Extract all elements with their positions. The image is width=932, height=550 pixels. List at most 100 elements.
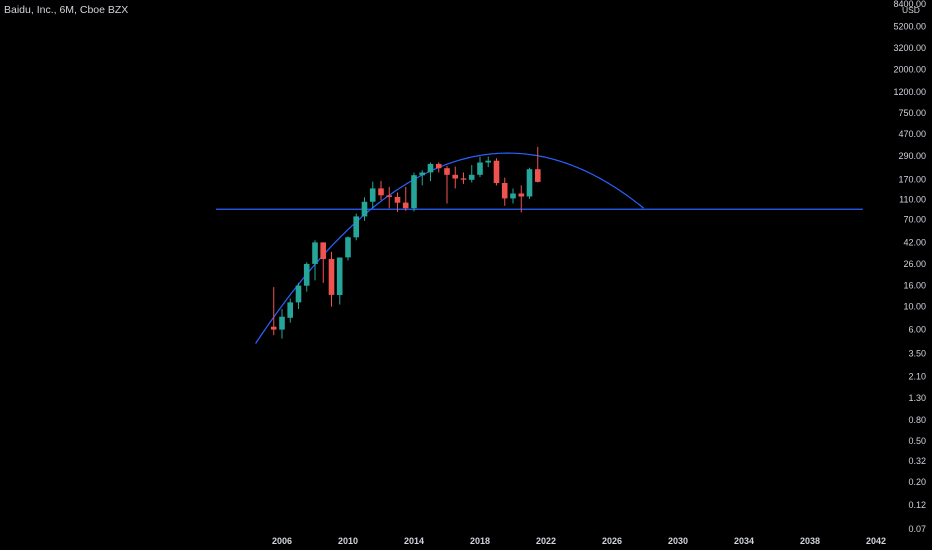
candle-body bbox=[427, 163, 434, 173]
candle-body bbox=[535, 169, 541, 182]
candle bbox=[510, 188, 516, 204]
price-tick-label: 170.00 bbox=[898, 175, 926, 185]
candle bbox=[353, 213, 359, 241]
candle bbox=[378, 180, 384, 201]
price-axis[interactable]: 8400.00 5200.00 3200.00 2000.00 1200.00 750.0… bbox=[893, 0, 926, 534]
candle bbox=[402, 186, 409, 211]
time-tick-label: 2006 bbox=[272, 536, 292, 546]
price-tick-label: 0.20 bbox=[908, 477, 926, 487]
candle-body bbox=[369, 188, 376, 202]
candle bbox=[427, 162, 434, 182]
price-tick-label: 70.00 bbox=[903, 215, 926, 225]
candle-body bbox=[477, 162, 483, 175]
time-tick-label: 2018 bbox=[470, 536, 490, 546]
price-tick-label: 750.00 bbox=[898, 108, 926, 118]
candle-body bbox=[493, 160, 500, 183]
candle bbox=[270, 287, 277, 336]
price-tick-label: 0.07 bbox=[908, 524, 926, 534]
price-tick-label: 2.10 bbox=[908, 372, 926, 382]
candle bbox=[526, 167, 533, 199]
candle-body bbox=[386, 195, 392, 197]
candle-body bbox=[518, 193, 525, 197]
candle-body bbox=[336, 257, 343, 295]
candle-body bbox=[510, 193, 516, 199]
candle bbox=[345, 236, 351, 261]
candle-body bbox=[468, 174, 475, 180]
candle-body bbox=[353, 216, 359, 238]
candle-body bbox=[279, 316, 285, 330]
time-tick-label: 2038 bbox=[800, 536, 820, 546]
candle-body bbox=[328, 259, 335, 295]
candle-body bbox=[485, 160, 491, 163]
time-tick-label: 2022 bbox=[536, 536, 556, 546]
price-tick-label: 0.50 bbox=[908, 436, 926, 446]
price-tick-label: 0.12 bbox=[908, 500, 926, 510]
candle bbox=[279, 308, 285, 339]
candle bbox=[535, 146, 541, 183]
price-tick-label: 16.00 bbox=[903, 281, 926, 291]
price-tick-label: 110.00 bbox=[899, 194, 926, 204]
price-tick-label: 8400.00 bbox=[893, 0, 926, 9]
candle-body bbox=[444, 168, 450, 175]
candle-body bbox=[411, 175, 417, 209]
candle-body bbox=[526, 169, 533, 197]
drawings-layer bbox=[216, 152, 863, 344]
candle bbox=[328, 251, 335, 307]
price-tick-label: 290.00 bbox=[898, 151, 926, 161]
candle-body bbox=[320, 242, 326, 259]
candle bbox=[411, 172, 417, 212]
candle-body bbox=[295, 285, 302, 303]
price-tick-label: 0.32 bbox=[908, 456, 926, 466]
price-tick-label: 5200.00 bbox=[893, 22, 926, 32]
candle-body bbox=[501, 183, 508, 199]
candle bbox=[485, 156, 491, 168]
candle bbox=[386, 186, 392, 209]
price-tick-label: 1200.00 bbox=[893, 87, 926, 97]
candle-body bbox=[312, 242, 318, 264]
candle bbox=[518, 185, 525, 213]
candle bbox=[501, 177, 508, 206]
candle-body bbox=[452, 174, 458, 179]
candle bbox=[460, 172, 467, 184]
time-tick-label: 2026 bbox=[602, 536, 622, 546]
candle bbox=[468, 165, 475, 183]
candle-body bbox=[303, 263, 310, 286]
time-tick-label: 2010 bbox=[338, 536, 358, 546]
candle bbox=[336, 257, 343, 305]
candle bbox=[287, 298, 293, 323]
candle bbox=[419, 170, 425, 186]
candle bbox=[444, 165, 450, 204]
candles-layer bbox=[270, 146, 541, 339]
candle-body bbox=[361, 201, 368, 217]
candle bbox=[312, 240, 318, 281]
time-tick-label: 2030 bbox=[668, 536, 688, 546]
time-axis[interactable]: 2006 2010 2014 2018 2022 2026 2030 2034 2038 2042 bbox=[272, 536, 886, 546]
chart-title: Baidu, Inc., 6M, Cboe BZX bbox=[4, 4, 129, 16]
price-tick-label: 1.30 bbox=[908, 393, 926, 403]
time-tick-label: 2042 bbox=[866, 536, 886, 546]
candle-body bbox=[345, 237, 351, 258]
candle-body bbox=[394, 196, 401, 203]
price-tick-label: 42.00 bbox=[903, 237, 926, 247]
price-tick-label: 3200.00 bbox=[893, 43, 926, 53]
arc-drawing bbox=[255, 152, 644, 344]
candle bbox=[435, 162, 442, 173]
candle bbox=[361, 197, 368, 221]
candle bbox=[477, 156, 483, 178]
time-tick-label: 2034 bbox=[734, 536, 754, 546]
candle bbox=[452, 166, 458, 189]
candle bbox=[303, 262, 310, 292]
candle-body bbox=[419, 172, 425, 176]
price-tick-label: 470.00 bbox=[898, 129, 926, 139]
price-tick-label: 0.80 bbox=[908, 415, 926, 425]
price-tick-label: 3.50 bbox=[908, 349, 926, 359]
candle-body bbox=[435, 163, 442, 169]
time-tick-label: 2014 bbox=[404, 536, 424, 546]
candle bbox=[369, 181, 376, 209]
candle-body bbox=[402, 202, 409, 209]
candle-body bbox=[287, 302, 293, 318]
price-tick-label: 2000.00 bbox=[893, 64, 926, 74]
candle-body bbox=[460, 178, 467, 180]
candle-body bbox=[270, 326, 277, 330]
